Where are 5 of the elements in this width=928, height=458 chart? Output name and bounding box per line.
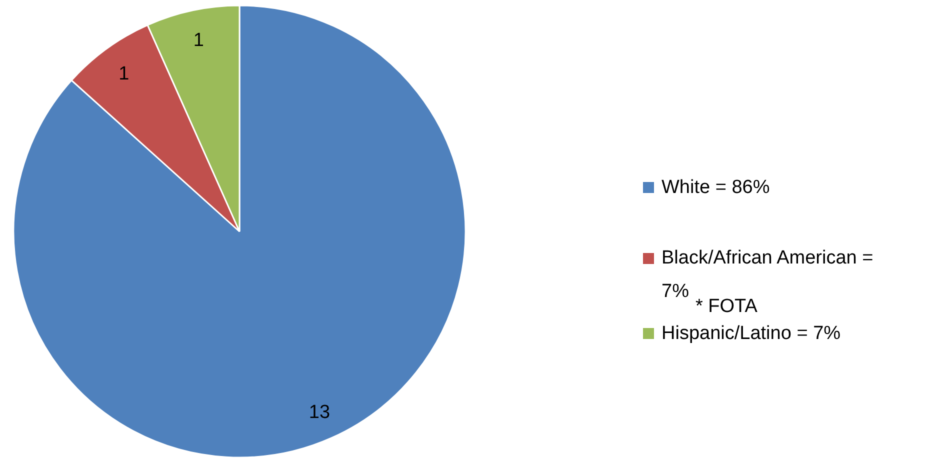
legend-label: White = 86% [662,177,770,198]
data-label: 1 [193,30,204,52]
data-label: 1 [118,63,130,84]
legend-label: Hispanic/Latino = 7% [662,323,841,344]
data-label: 13 [308,402,330,424]
